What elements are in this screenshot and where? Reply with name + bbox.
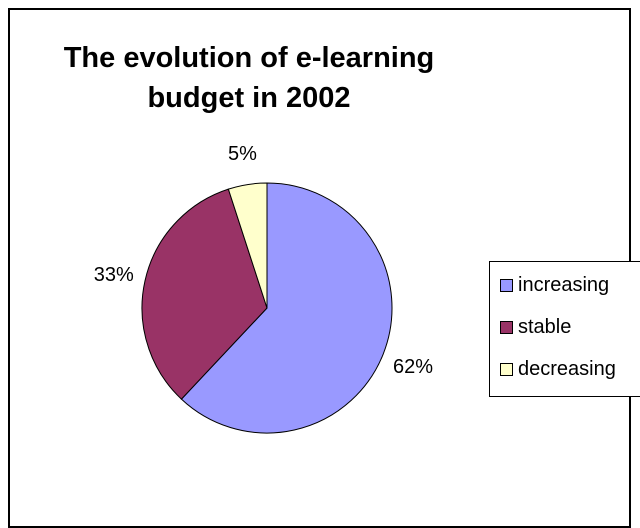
pie-slice-decreasing <box>227 182 268 309</box>
legend-label-decreasing: decreasing <box>518 357 616 380</box>
legend-label-stable: stable <box>518 315 572 338</box>
pie-slice-increasing <box>180 182 393 434</box>
chart-title-line-1: The evolution of e-learning <box>63 42 435 74</box>
legend-item-decreasing: decreasing <box>500 354 616 384</box>
chart-title: The evolution of e-learning budget in 20… <box>10 38 488 118</box>
pie-chart: 62% 33% 5% <box>94 143 433 434</box>
legend-item-increasing: increasing <box>500 270 609 300</box>
chart-title-line-2: budget in 2002 <box>147 82 351 114</box>
legend-label-increasing: increasing <box>518 273 610 296</box>
slice-label-increasing: 62% <box>393 356 433 378</box>
legend-swatch-increasing <box>500 278 513 292</box>
legend-swatch-decreasing <box>500 362 513 376</box>
legend-swatch-stable <box>500 320 513 334</box>
legend-item-stable: stable <box>500 312 571 342</box>
chart-area: The evolution of e-learning budget in 20… <box>8 8 640 528</box>
legend: increasing stable decreasing <box>489 261 640 397</box>
slice-label-decreasing: 5% <box>228 143 257 165</box>
slice-label-stable: 33% <box>94 264 134 286</box>
pie-slice-stable <box>141 188 268 400</box>
